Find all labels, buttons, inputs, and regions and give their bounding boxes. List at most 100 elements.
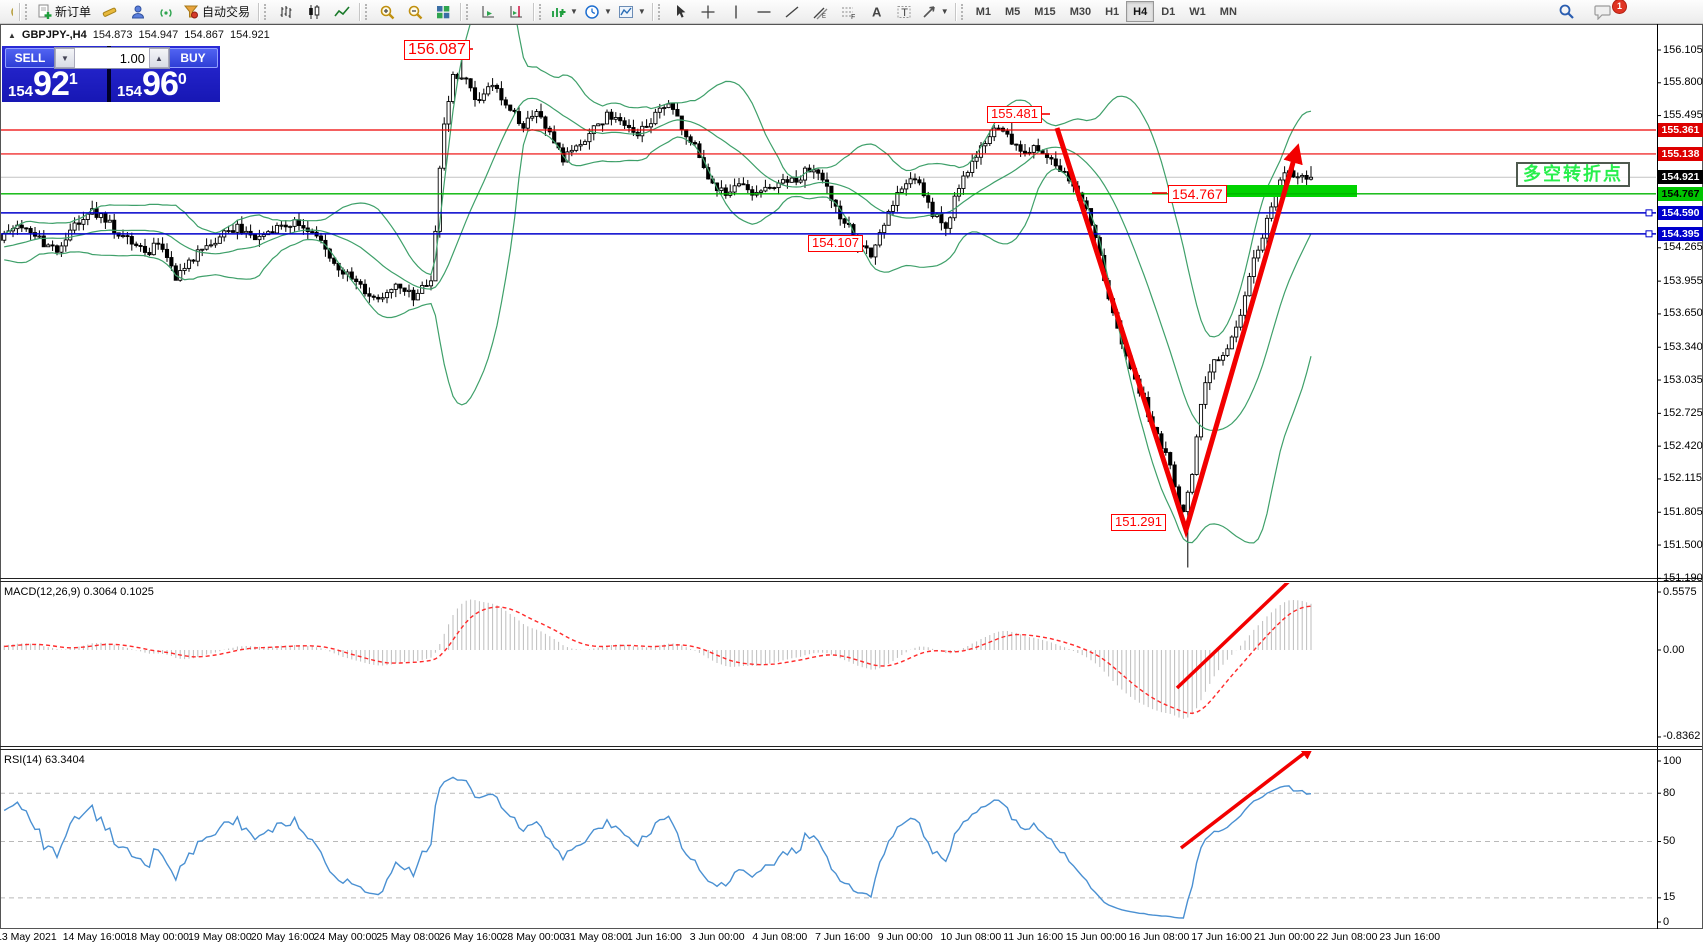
time-axis-label: 19 May 08:00	[188, 931, 252, 943]
shapes-button[interactable]: ▼	[918, 1, 952, 23]
periods-icon	[585, 4, 599, 19]
cursor-button[interactable]	[666, 1, 694, 23]
time-axis-label: 9 Jun 00:00	[877, 931, 933, 943]
price-tick: 153.955	[1663, 274, 1703, 287]
time-axis-label: 28 May 00:00	[501, 931, 566, 943]
price-tick: 151.190	[1663, 571, 1703, 584]
bid-price: 154 92 1	[8, 67, 78, 101]
price-annotation[interactable]: 151.291	[1111, 514, 1166, 531]
price-annotation[interactable]: 155.481	[987, 106, 1042, 123]
chat-bubble-icon	[1594, 4, 1611, 20]
signal-button[interactable]	[152, 1, 180, 23]
auto-trading-icon	[183, 5, 199, 18]
trendline-button[interactable]	[778, 1, 806, 23]
time-axis-label: 14 May 16:00	[62, 931, 127, 943]
zoom-in-button[interactable]	[373, 1, 401, 23]
svg-text:A: A	[872, 4, 882, 19]
crayon-icon	[102, 7, 117, 17]
ohlc-low: 154.867	[184, 29, 225, 41]
horizontal-line-button[interactable]	[750, 1, 778, 23]
label-icon: T	[897, 5, 911, 19]
symbol-name: GBPJPY-,H4	[21, 29, 87, 41]
rsi-axis-label: 15	[1663, 891, 1676, 904]
indicators-icon	[552, 7, 566, 17]
sell-button[interactable]: SELL	[5, 48, 55, 68]
profile-icon	[132, 5, 145, 18]
hline-handle[interactable]	[1645, 209, 1653, 217]
crosshair-button[interactable]	[694, 1, 722, 23]
text-button[interactable]: A	[862, 1, 890, 23]
ohlc-close: 154.921	[230, 29, 270, 41]
macd-axis-label: -0.8362	[1663, 730, 1701, 743]
volume-increase-button[interactable]: ▲	[149, 48, 169, 68]
price-annotation[interactable]: 154.767	[1168, 185, 1227, 204]
price-annotation[interactable]: 154.107	[808, 235, 863, 252]
time-axis-label: 31 May 08:00	[564, 931, 628, 943]
line-chart-button[interactable]	[328, 1, 356, 23]
timeframe-H4-button[interactable]: H4	[1126, 1, 1155, 22]
zoom-out-icon	[408, 5, 423, 19]
trendline-icon	[785, 5, 799, 18]
candlestick-chart-button[interactable]	[300, 1, 328, 23]
volume-decrease-button[interactable]: ▼	[55, 48, 75, 68]
left-partial-icon	[0, 1, 16, 23]
cursor-icon	[676, 4, 686, 18]
templates-button[interactable]: ▼	[615, 1, 649, 23]
tile-windows-button[interactable]	[429, 1, 457, 23]
price-tick: 151.805	[1663, 505, 1703, 518]
indicators-caret-icon: ▼	[570, 7, 578, 16]
timeframe-W1-button[interactable]: W1	[1189, 5, 1206, 18]
bid-prefix: 154	[8, 83, 34, 100]
turning-point-label[interactable]: 多空转折点	[1516, 162, 1630, 187]
timeframe-H1-button[interactable]: H1	[1105, 5, 1120, 18]
profile-button[interactable]	[124, 1, 152, 23]
crosshair-icon	[701, 5, 715, 18]
channel-button[interactable]: E	[806, 1, 834, 23]
fibonacci-icon: F	[841, 7, 855, 20]
volume-control: ▼ ▲	[54, 47, 170, 69]
new-order-button[interactable]: 新订单	[33, 1, 96, 23]
timeframe-M15-button[interactable]: M15	[1034, 5, 1056, 18]
timeframe-M1-button[interactable]: M1	[975, 5, 991, 18]
zoom-out-button[interactable]	[401, 1, 429, 23]
indicators-button[interactable]: ▼	[547, 1, 581, 23]
time-axis-label: 25 May 08:00	[376, 931, 440, 943]
templates-icon	[618, 5, 633, 18]
buy-button[interactable]: BUY	[168, 48, 218, 68]
time-axis-label: 20 May 16:00	[250, 931, 315, 943]
timeframe-M30-button[interactable]: M30	[1069, 5, 1092, 18]
time-axis-label: 7 Jun 16:00	[815, 931, 870, 943]
bar-chart-button[interactable]	[272, 1, 300, 23]
timeframe-M5-button[interactable]: M5	[1005, 5, 1021, 18]
zoom-in-icon	[380, 5, 395, 19]
community-chat-button[interactable]: 1	[1589, 0, 1627, 23]
new-order-icon	[38, 4, 52, 19]
price-annotation[interactable]: 156.087	[404, 40, 470, 61]
timeframe-D1-button[interactable]: D1	[1161, 5, 1176, 18]
symbol-collapse-icon[interactable]: ▲	[8, 30, 16, 40]
price-tick: 154.265	[1663, 241, 1703, 254]
price-tick: 152.725	[1663, 406, 1703, 419]
time-axis-label: 17 Jun 16:00	[1191, 931, 1253, 943]
volume-input[interactable]	[75, 48, 149, 68]
crayon-button[interactable]	[96, 1, 124, 23]
timeframe-MN-button[interactable]: MN	[1219, 5, 1237, 18]
chart-shift-button[interactable]	[502, 1, 530, 23]
periods-button[interactable]: ▼	[581, 1, 615, 23]
hline-handle[interactable]	[1645, 230, 1653, 238]
auto-trading-label: 自动交易	[202, 5, 251, 19]
shapes-icon	[923, 5, 935, 18]
search-button[interactable]	[1552, 1, 1580, 23]
auto-trading-button[interactable]: 自动交易	[180, 1, 255, 23]
ohlc-high: 154.947	[138, 29, 179, 41]
auto-scroll-button[interactable]	[474, 1, 502, 23]
time-axis-label: 18 May 00:00	[125, 931, 190, 943]
bar-chart-icon	[280, 5, 292, 18]
label-button[interactable]: T	[890, 1, 918, 23]
line-chart-icon	[334, 5, 350, 16]
price-badge: 154.590	[1658, 205, 1703, 220]
fibonacci-button[interactable]: F	[834, 1, 862, 23]
vertical-line-button[interactable]	[722, 1, 750, 23]
